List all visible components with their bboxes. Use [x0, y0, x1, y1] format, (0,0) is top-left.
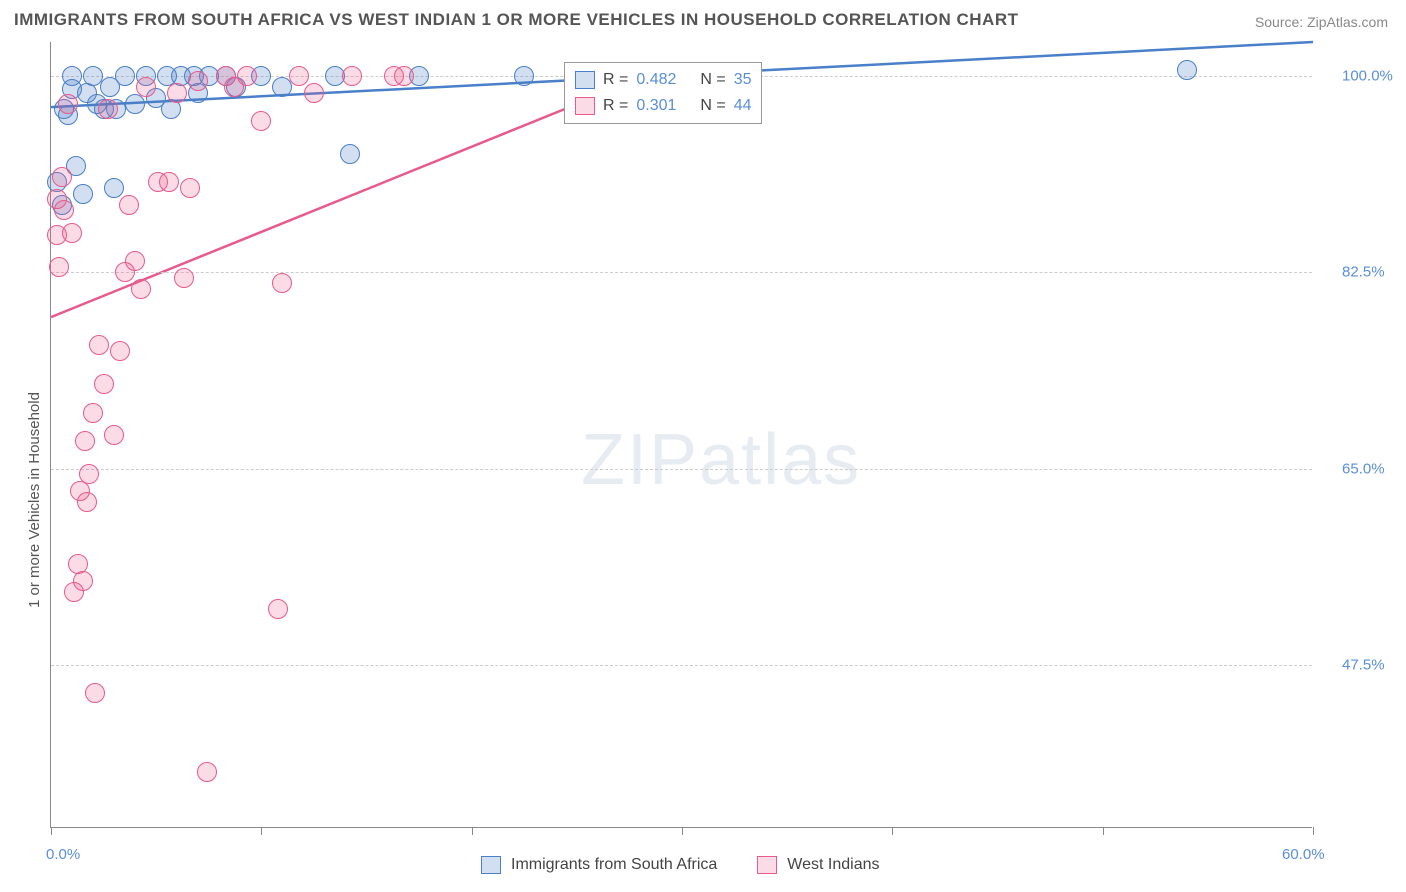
stats-n-label: N =	[700, 97, 725, 115]
data-point	[115, 66, 135, 86]
x-tick	[682, 827, 683, 835]
data-point	[1177, 60, 1197, 80]
data-point	[167, 83, 187, 103]
y-tick-label: 65.0%	[1342, 460, 1385, 477]
x-tick-label: 0.0%	[46, 846, 80, 863]
y-tick-label: 47.5%	[1342, 657, 1385, 674]
watermark-bold: ZIP	[581, 420, 699, 500]
data-point	[136, 77, 156, 97]
y-axis-label: 1 or more Vehicles in Household	[26, 392, 43, 608]
data-point	[52, 167, 72, 187]
bottom-legend: Immigrants from South Africa West Indians	[481, 856, 880, 874]
legend-label: West Indians	[787, 856, 879, 874]
data-point	[85, 683, 105, 703]
legend-swatch	[481, 856, 501, 874]
stats-r-label: R =	[603, 71, 628, 89]
stats-r-value: 0.301	[636, 97, 692, 115]
plot-area: ZIPatlas	[50, 42, 1312, 828]
x-tick	[472, 827, 473, 835]
data-point	[104, 425, 124, 445]
data-point	[188, 71, 208, 91]
data-point	[104, 178, 124, 198]
data-point	[110, 341, 130, 361]
data-point	[83, 403, 103, 423]
x-tick	[1103, 827, 1104, 835]
data-point	[58, 94, 78, 114]
x-tick	[892, 827, 893, 835]
correlation-chart: IMMIGRANTS FROM SOUTH AFRICA VS WEST IND…	[0, 0, 1406, 892]
gridline	[51, 469, 1312, 470]
data-point	[54, 200, 74, 220]
x-tick	[261, 827, 262, 835]
data-point	[174, 268, 194, 288]
data-point	[94, 374, 114, 394]
stats-legend-box: R = 0.482 N = 35 R = 0.301 N = 44	[564, 62, 762, 124]
watermark-thin: atlas	[699, 420, 861, 500]
data-point	[73, 571, 93, 591]
legend-label: Immigrants from South Africa	[511, 856, 717, 874]
data-point	[49, 257, 69, 277]
legend-swatch	[757, 856, 777, 874]
data-point	[131, 279, 151, 299]
x-tick-label: 60.0%	[1282, 846, 1325, 863]
stats-n-value: 44	[734, 97, 752, 115]
legend-swatch	[575, 71, 595, 89]
data-point	[119, 195, 139, 215]
x-tick	[51, 827, 52, 835]
y-tick-label: 82.5%	[1342, 264, 1385, 281]
trend-lines	[51, 42, 1313, 828]
data-point	[289, 66, 309, 86]
data-point	[77, 492, 97, 512]
stats-n-label: N =	[700, 71, 725, 89]
chart-title: IMMIGRANTS FROM SOUTH AFRICA VS WEST IND…	[14, 10, 1019, 30]
data-point	[342, 66, 362, 86]
data-point	[197, 762, 217, 782]
data-point	[98, 99, 118, 119]
gridline	[51, 665, 1312, 666]
source-attribution: Source: ZipAtlas.com	[1255, 14, 1388, 30]
y-tick-label: 100.0%	[1342, 67, 1393, 84]
x-tick	[1313, 827, 1314, 835]
data-point	[89, 335, 109, 355]
data-point	[514, 66, 534, 86]
data-point	[125, 94, 145, 114]
data-point	[394, 66, 414, 86]
data-point	[340, 144, 360, 164]
data-point	[237, 66, 257, 86]
stats-r-label: R =	[603, 97, 628, 115]
data-point	[125, 251, 145, 271]
gridline	[51, 272, 1312, 273]
data-point	[272, 273, 292, 293]
watermark: ZIPatlas	[581, 419, 861, 501]
data-point	[251, 111, 271, 131]
stats-row: R = 0.482 N = 35	[575, 67, 751, 93]
data-point	[180, 178, 200, 198]
data-point	[73, 184, 93, 204]
stats-r-value: 0.482	[636, 71, 692, 89]
data-point	[159, 172, 179, 192]
data-point	[62, 223, 82, 243]
legend-swatch	[575, 97, 595, 115]
data-point	[75, 431, 95, 451]
data-point	[304, 83, 324, 103]
stats-row: R = 0.301 N = 44	[575, 93, 751, 119]
data-point	[79, 464, 99, 484]
data-point	[268, 599, 288, 619]
stats-n-value: 35	[734, 71, 752, 89]
